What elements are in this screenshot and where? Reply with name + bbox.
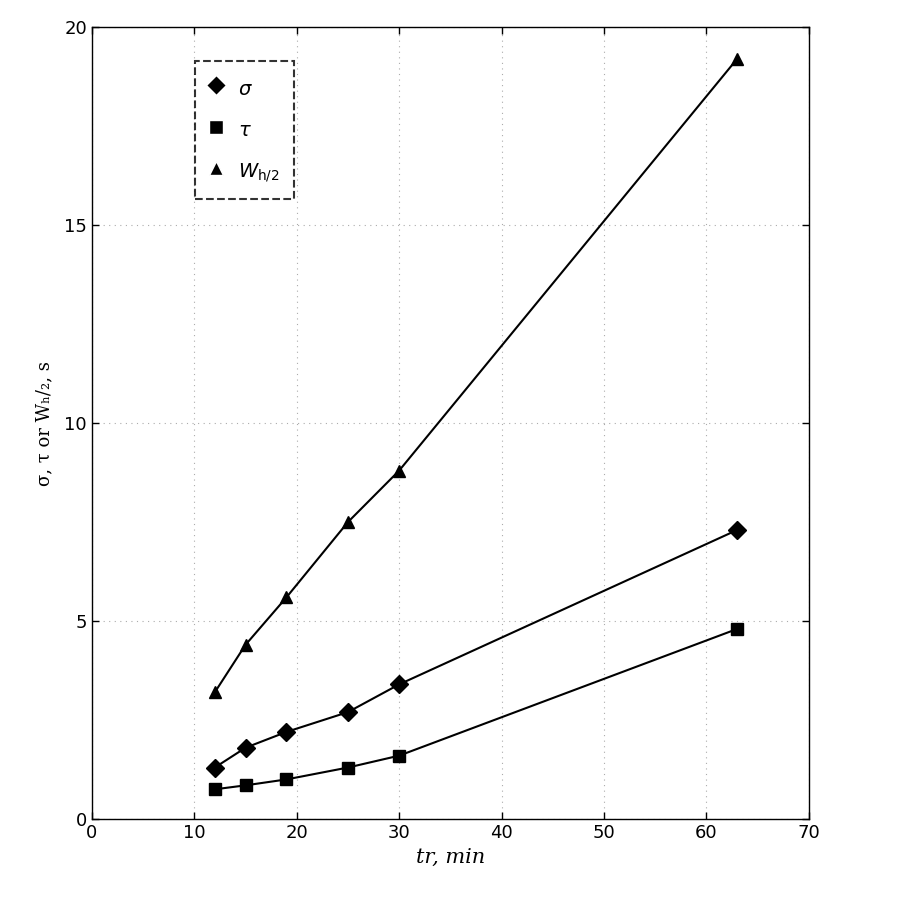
- Y-axis label: σ, τ or Wₕ/₂, s: σ, τ or Wₕ/₂, s: [35, 360, 53, 486]
- X-axis label: tr, min: tr, min: [415, 847, 485, 866]
- Legend: $\sigma$, $\tau$, $\mathit{W}_{\mathregular{h/2}}$: $\sigma$, $\tau$, $\mathit{W}_{\mathregu…: [195, 61, 294, 199]
